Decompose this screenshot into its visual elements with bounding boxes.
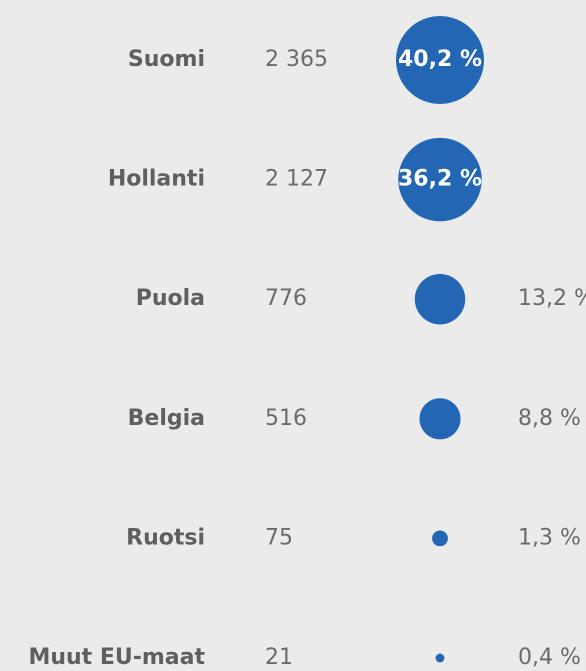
country-label: Hollanti <box>108 167 205 192</box>
count-label: 2 127 <box>265 167 328 192</box>
count-label: 776 <box>265 286 307 311</box>
country-label: Ruotsi <box>126 525 205 550</box>
share-label: 36,2 % <box>398 167 482 192</box>
share-label: 13,2 % <box>518 286 586 311</box>
country-label: Suomi <box>128 47 205 72</box>
share-label: 1,3 % <box>518 525 581 550</box>
bubble <box>419 398 461 440</box>
country-label: Puola <box>136 286 205 311</box>
bubble <box>414 273 466 325</box>
country-label: Belgia <box>128 406 205 431</box>
bubble <box>432 530 448 547</box>
country-label: Muut EU-maat <box>28 645 205 670</box>
bubble <box>435 653 445 663</box>
bubble <box>398 137 482 222</box>
share-label: 0,4 % <box>518 645 581 670</box>
share-label: 8,8 % <box>518 406 581 431</box>
count-label: 2 365 <box>265 47 328 72</box>
share-label: 40,2 % <box>398 47 482 72</box>
count-label: 75 <box>265 525 293 550</box>
count-label: 516 <box>265 406 307 431</box>
count-label: 21 <box>265 645 293 670</box>
bubble <box>396 16 484 104</box>
